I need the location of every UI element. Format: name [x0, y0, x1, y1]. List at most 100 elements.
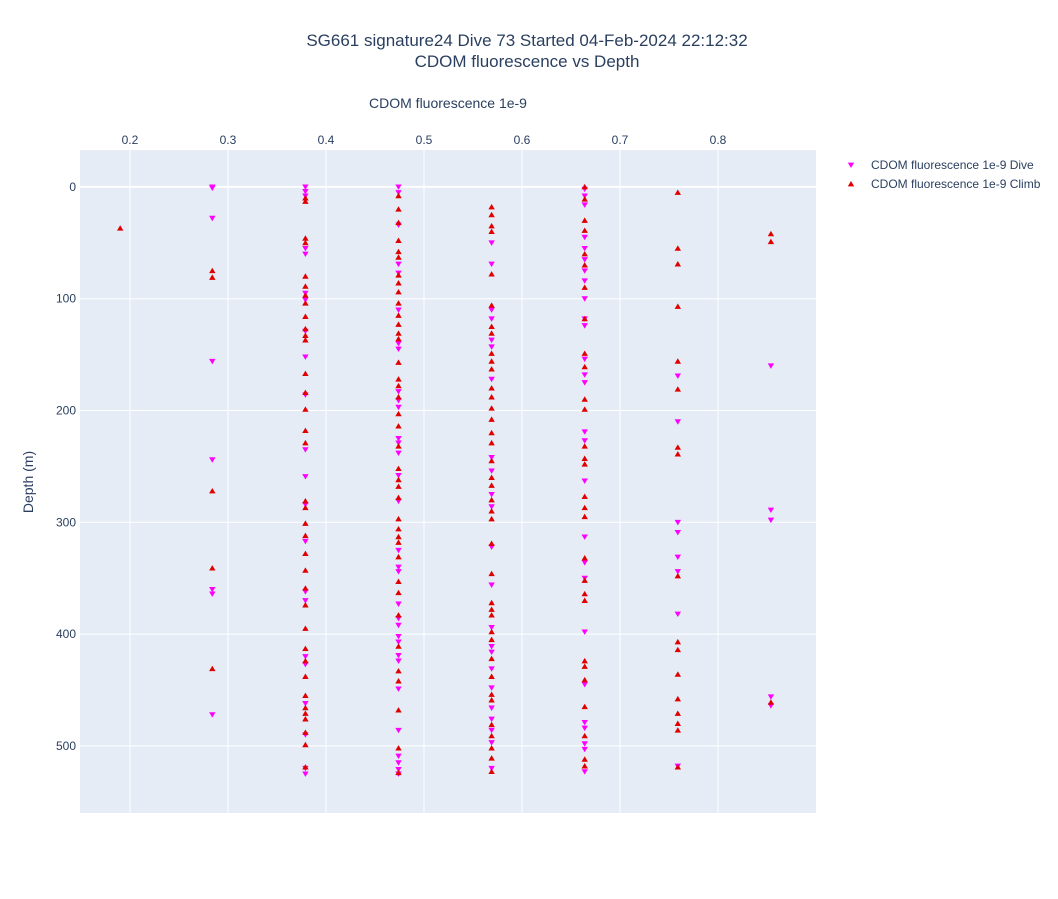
series-1-point-39: [302, 729, 309, 735]
series-1-point-25: [302, 520, 309, 526]
series-0-point-68: [488, 376, 495, 383]
series-0-point-71: [488, 491, 495, 498]
series-0-point-12: [302, 251, 309, 258]
series-1-point-11: [302, 283, 309, 289]
series-1-point-121: [581, 196, 588, 202]
series-1-point-69: [395, 533, 402, 540]
series-1-point-111: [488, 655, 495, 662]
series-0-point-48: [395, 569, 402, 575]
series-1-point-126: [581, 284, 588, 290]
legend-marker-1: [847, 180, 855, 187]
series-0-point-114: [674, 519, 682, 526]
series-0-point-77: [488, 649, 495, 656]
legend-marker-0: [847, 162, 855, 169]
series-0-point-55: [395, 658, 402, 664]
series-0-point-66: [488, 337, 495, 344]
x-tick-label-6: 0.8: [710, 133, 727, 147]
series-1-point-94: [488, 405, 495, 411]
series-0-point-5: [209, 586, 216, 593]
series-0-point-41: [395, 436, 402, 442]
series-1-point-130: [581, 396, 588, 402]
series-1-point-113: [488, 691, 495, 697]
series-1-point-140: [581, 590, 588, 597]
series-1-point-1: [209, 267, 216, 274]
series-1-point-159: [674, 646, 682, 653]
series-0-point-109: [581, 741, 588, 747]
series-1-point-71: [395, 553, 402, 560]
series-1-point-103: [488, 515, 495, 522]
series-1-point-41: [302, 764, 309, 770]
series-1-point-87: [488, 323, 495, 330]
series-1-point-35: [302, 692, 309, 699]
series-0-point-44: [395, 472, 402, 479]
series-1-point-101: [488, 496, 495, 503]
series-1-point-72: [395, 578, 402, 584]
series-1-point-123: [581, 227, 588, 233]
legend-item-0[interactable]: CDOM fluorescence 1e-9 Dive: [847, 158, 1034, 172]
series-1-point-47: [395, 254, 402, 260]
series-0-point-78: [488, 666, 495, 672]
series-0-point-108: [581, 725, 588, 732]
series-1-point-78: [395, 707, 402, 713]
series-1-point-56: [395, 359, 402, 365]
x-tick-label-5: 0.7: [612, 133, 629, 147]
series-0-point-23: [302, 598, 309, 604]
chart-title-line-1: SG661 signature24 Dive 73 Started 04-Feb…: [306, 31, 747, 50]
series-1-point-53: [395, 321, 402, 327]
series-1-point-129: [581, 363, 588, 370]
series-1-point-61: [395, 423, 402, 429]
series-1-point-144: [581, 676, 588, 683]
series-0-point-70: [488, 468, 495, 474]
series-1-point-34: [302, 673, 309, 679]
legend-item-1[interactable]: CDOM fluorescence 1e-9 Climb: [847, 177, 1041, 191]
series-0-point-11: [302, 245, 309, 252]
series-0-point-19: [302, 474, 309, 480]
series-0-point-118: [674, 611, 682, 618]
series-0-point-110: [581, 746, 588, 753]
series-0-point-56: [395, 686, 402, 692]
series-0-point-81: [488, 716, 495, 723]
series-0-point-89: [581, 245, 588, 252]
series-1-point-149: [674, 189, 682, 195]
series-1-point-107: [488, 606, 495, 612]
series-0-point-91: [581, 268, 588, 274]
series-0-point-57: [395, 727, 402, 734]
series-1-point-50: [395, 288, 402, 295]
series-0-point-102: [581, 534, 588, 540]
series-1-point-161: [674, 695, 682, 702]
legend[interactable]: CDOM fluorescence 1e-9 Dive CDOM fluoresc…: [847, 158, 1041, 191]
series-1-point-58: [395, 382, 402, 389]
series-1-point-150: [674, 245, 682, 251]
series-0-point-106: [581, 682, 588, 688]
series-0-point-40: [395, 404, 402, 411]
series-1-point-95: [488, 416, 495, 422]
series-0-point-62: [488, 240, 495, 246]
series-1-point-165: [674, 764, 682, 770]
series-1-point-73: [395, 589, 402, 596]
series-1-point-168: [767, 699, 775, 705]
series-0-point-6: [209, 591, 216, 597]
series-1-point-88: [488, 330, 495, 336]
series-1-point-157: [674, 572, 682, 579]
series-1-point-23: [302, 498, 309, 504]
series-1-point-7: [302, 198, 309, 204]
series-1-point-163: [674, 720, 682, 726]
series-1-point-20: [302, 406, 309, 412]
series-0-point-101: [581, 478, 588, 484]
series-1-point-146: [581, 732, 588, 739]
data-points: [116, 183, 775, 777]
series-0-point-65: [488, 316, 495, 322]
series-1-point-145: [581, 703, 588, 710]
series-1-point-16: [302, 332, 309, 338]
series-0-point-54: [395, 652, 402, 659]
series-1-point-114: [488, 697, 495, 703]
series-0-point-98: [581, 380, 588, 386]
series-0-point-74: [488, 582, 495, 588]
series-0-point-30: [395, 184, 402, 190]
series-1-point-124: [581, 250, 588, 257]
series-1-point-139: [581, 577, 588, 583]
series-0-point-67: [488, 344, 495, 350]
y-tick-label-1: 100: [56, 292, 76, 306]
series-0-point-115: [674, 529, 682, 536]
